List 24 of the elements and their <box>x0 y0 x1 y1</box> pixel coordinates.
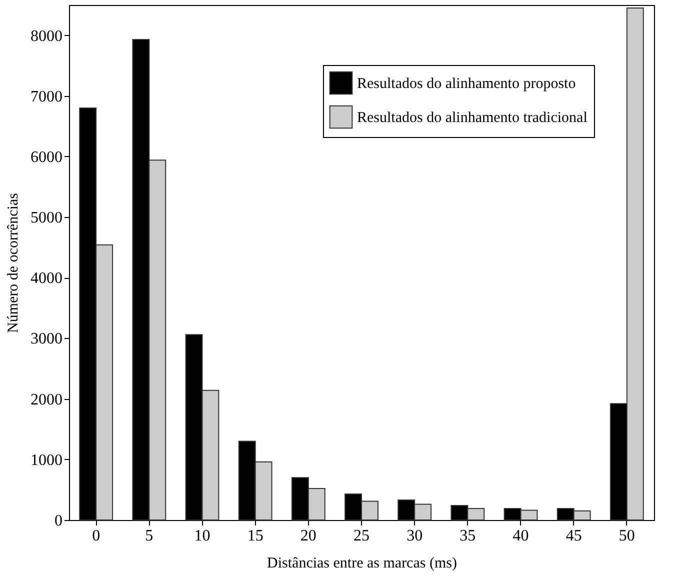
x-tick-label: 5 <box>145 528 154 544</box>
x-tick-label: 10 <box>194 528 210 544</box>
legend-label: Resultados do alinhamento tradicional <box>357 110 588 126</box>
x-tick-label: 15 <box>247 528 264 544</box>
x-tick-label: 0 <box>92 528 100 544</box>
x-tick-label: 40 <box>512 528 529 544</box>
x-tick-label: 35 <box>460 528 476 544</box>
y-tick-label: 8000 <box>30 28 62 45</box>
y-tick-label: 5000 <box>30 210 62 227</box>
y-tick-label: 6000 <box>30 148 62 166</box>
y-tick-label: 4000 <box>30 270 62 288</box>
y-tick-label: 1000 <box>30 452 62 469</box>
y-axis-title: Número de ocorrências <box>6 192 22 333</box>
x-tick-label: 20 <box>300 528 316 544</box>
y-tick-label: 0 <box>54 512 62 530</box>
x-axis-title: Distâncias entre as marcas (ms) <box>267 556 457 572</box>
x-tick-label: 45 <box>566 528 582 544</box>
y-tick-label: 7000 <box>30 88 62 106</box>
x-tick-label: 25 <box>354 528 370 544</box>
x-tick-label: 50 <box>618 528 635 544</box>
x-tick-label: 30 <box>406 528 423 544</box>
legend-label: Resultados do alinhamento proposto <box>357 76 576 92</box>
y-tick-label: 2000 <box>30 391 62 408</box>
y-tick-label: 3000 <box>30 330 62 348</box>
